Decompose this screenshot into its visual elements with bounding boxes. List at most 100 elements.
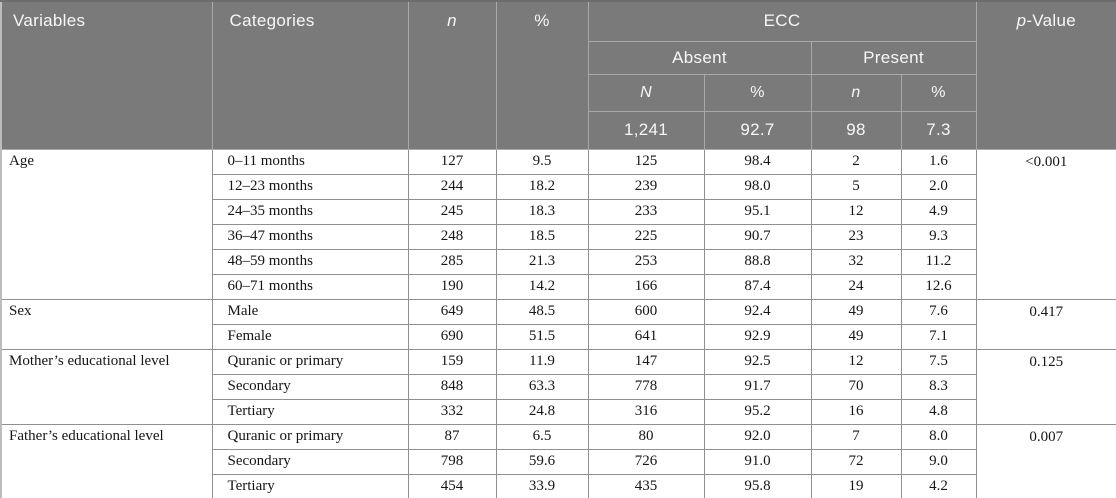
table-row: 36–47 months 248 18.5 225 90.7 23 9.3 bbox=[1, 223, 1116, 250]
ecc-absent-n-cell: 233 bbox=[587, 198, 705, 225]
percent-cell: 18.3 bbox=[495, 198, 589, 225]
ecc-absent-percent-cell: 92.4 bbox=[703, 298, 812, 325]
table-header: Variables Categories n % ECC p-Value Abs… bbox=[0, 0, 1116, 150]
ecc-absent-percent-cell: 92.9 bbox=[703, 323, 812, 350]
category-cell: Female bbox=[211, 323, 409, 350]
ecc-present-percent-cell: 4.2 bbox=[900, 473, 977, 498]
ecc-absent-n-cell: 435 bbox=[587, 473, 705, 498]
percent-cell: 24.8 bbox=[495, 398, 589, 425]
ecc-present-n-cell: 2 bbox=[810, 148, 902, 175]
category-cell: 0–11 months bbox=[211, 148, 409, 175]
ecc-absent-n-cell: 641 bbox=[587, 323, 705, 350]
ecc-absent-n-cell: 316 bbox=[587, 398, 705, 425]
percent-cell: 18.2 bbox=[495, 173, 589, 200]
percent-cell: 6.5 bbox=[495, 423, 589, 450]
ecc-absent-n-cell: 225 bbox=[587, 223, 705, 250]
ecc-absent-percent-cell: 95.2 bbox=[703, 398, 812, 425]
ecc-absent-n-cell: 125 bbox=[587, 148, 705, 175]
ecc-absent-n-cell: 80 bbox=[587, 423, 705, 450]
header-p-rest: -Value bbox=[1026, 11, 1077, 30]
ecc-present-percent-cell: 11.2 bbox=[900, 248, 977, 275]
table-row: Sex Male 649 48.5 600 92.4 49 7.6 0.417 bbox=[0, 298, 1116, 350]
header-n: n bbox=[407, 0, 497, 150]
total-present-n: 98 bbox=[810, 110, 902, 150]
header-ecc-absent: Absent bbox=[587, 40, 812, 75]
ecc-absent-percent-cell: 95.1 bbox=[703, 198, 812, 225]
ecc-present-percent-cell: 4.8 bbox=[900, 398, 977, 425]
table-row: Female 690 51.5 641 92.9 49 7.1 bbox=[1, 323, 1116, 350]
ecc-present-n-cell: 70 bbox=[810, 373, 902, 400]
n-cell: 190 bbox=[407, 273, 497, 300]
ecc-absent-percent-cell: 95.8 bbox=[703, 473, 812, 498]
ecc-present-percent-cell: 9.0 bbox=[900, 448, 977, 475]
ecc-present-percent-cell: 8.0 bbox=[900, 423, 977, 450]
category-cell: 36–47 months bbox=[211, 223, 409, 250]
category-cell: Tertiary bbox=[211, 398, 409, 425]
header-n-label: n bbox=[447, 11, 457, 30]
ecc-present-n-cell: 49 bbox=[810, 298, 902, 325]
percent-cell: 11.9 bbox=[495, 348, 589, 375]
percent-cell: 59.6 bbox=[495, 448, 589, 475]
ecc-absent-n-cell: 600 bbox=[587, 298, 705, 325]
ecc-absent-n-cell: 778 bbox=[587, 373, 705, 400]
table-row: Mother’s educational level Quranic or pri… bbox=[0, 348, 1116, 425]
table-row: 12–23 months 244 18.2 239 98.0 5 2.0 bbox=[1, 173, 1116, 200]
header-present-n: n bbox=[810, 73, 902, 112]
n-cell: 87 bbox=[407, 423, 497, 450]
ecc-present-n-cell: 72 bbox=[810, 448, 902, 475]
percent-cell: 51.5 bbox=[495, 323, 589, 350]
ecc-present-percent-cell: 7.1 bbox=[900, 323, 977, 350]
table-row: Secondary 798 59.6 726 91.0 72 9.0 bbox=[1, 448, 1116, 475]
percent-cell: 33.9 bbox=[495, 473, 589, 498]
variable-cell: Father’s educational level bbox=[0, 423, 213, 498]
n-cell: 332 bbox=[407, 398, 497, 425]
header-present-n-label: n bbox=[851, 83, 861, 101]
variable-cell: Mother’s educational level bbox=[0, 348, 213, 425]
category-cell: 24–35 months bbox=[211, 198, 409, 225]
ecc-absent-percent-cell: 87.4 bbox=[703, 273, 812, 300]
header-categories: Categories bbox=[211, 0, 409, 150]
ecc-present-percent-cell: 9.3 bbox=[900, 223, 977, 250]
total-present-percent: 7.3 bbox=[900, 110, 977, 150]
header-p-italic: p bbox=[1016, 11, 1027, 30]
n-cell: 248 bbox=[407, 223, 497, 250]
percent-cell: 14.2 bbox=[495, 273, 589, 300]
p-value-cell: 0.125 bbox=[975, 348, 1116, 425]
table-row: Tertiary 454 33.9 435 95.8 19 4.2 bbox=[1, 473, 1116, 498]
ecc-absent-n-cell: 726 bbox=[587, 448, 705, 475]
n-cell: 848 bbox=[407, 373, 497, 400]
total-absent-n: 1,241 bbox=[587, 110, 705, 150]
percent-cell: 9.5 bbox=[495, 148, 589, 175]
n-cell: 798 bbox=[407, 448, 497, 475]
ecc-present-n-cell: 23 bbox=[810, 223, 902, 250]
n-cell: 649 bbox=[407, 298, 497, 325]
ecc-present-percent-cell: 7.5 bbox=[900, 348, 977, 375]
ecc-present-percent-cell: 12.6 bbox=[900, 273, 977, 300]
ecc-present-n-cell: 24 bbox=[810, 273, 902, 300]
ecc-absent-percent-cell: 92.0 bbox=[703, 423, 812, 450]
header-absent-n-label: N bbox=[640, 83, 652, 101]
p-value-cell: <0.001 bbox=[975, 148, 1116, 300]
ecc-absent-n-cell: 239 bbox=[587, 173, 705, 200]
ecc-absent-n-cell: 147 bbox=[587, 348, 705, 375]
ecc-absent-n-cell: 166 bbox=[587, 273, 705, 300]
table-row: 48–59 months 285 21.3 253 88.8 32 11.2 bbox=[1, 248, 1116, 275]
percent-cell: 18.5 bbox=[495, 223, 589, 250]
ecc-present-n-cell: 12 bbox=[810, 198, 902, 225]
ecc-present-n-cell: 19 bbox=[810, 473, 902, 498]
header-present-percent: % bbox=[900, 73, 977, 112]
ecc-absent-percent-cell: 91.7 bbox=[703, 373, 812, 400]
variable-cell: Sex bbox=[0, 298, 213, 350]
ecc-present-n-cell: 32 bbox=[810, 248, 902, 275]
percent-cell: 48.5 bbox=[495, 298, 589, 325]
ecc-absent-percent-cell: 92.5 bbox=[703, 348, 812, 375]
category-cell: 12–23 months bbox=[211, 173, 409, 200]
ecc-present-percent-cell: 2.0 bbox=[900, 173, 977, 200]
ecc-present-n-cell: 12 bbox=[810, 348, 902, 375]
variable-cell: Age bbox=[0, 148, 213, 300]
n-cell: 245 bbox=[407, 198, 497, 225]
ecc-present-n-cell: 49 bbox=[810, 323, 902, 350]
ecc-present-n-cell: 7 bbox=[810, 423, 902, 450]
category-cell: Quranic or primary bbox=[211, 348, 409, 375]
